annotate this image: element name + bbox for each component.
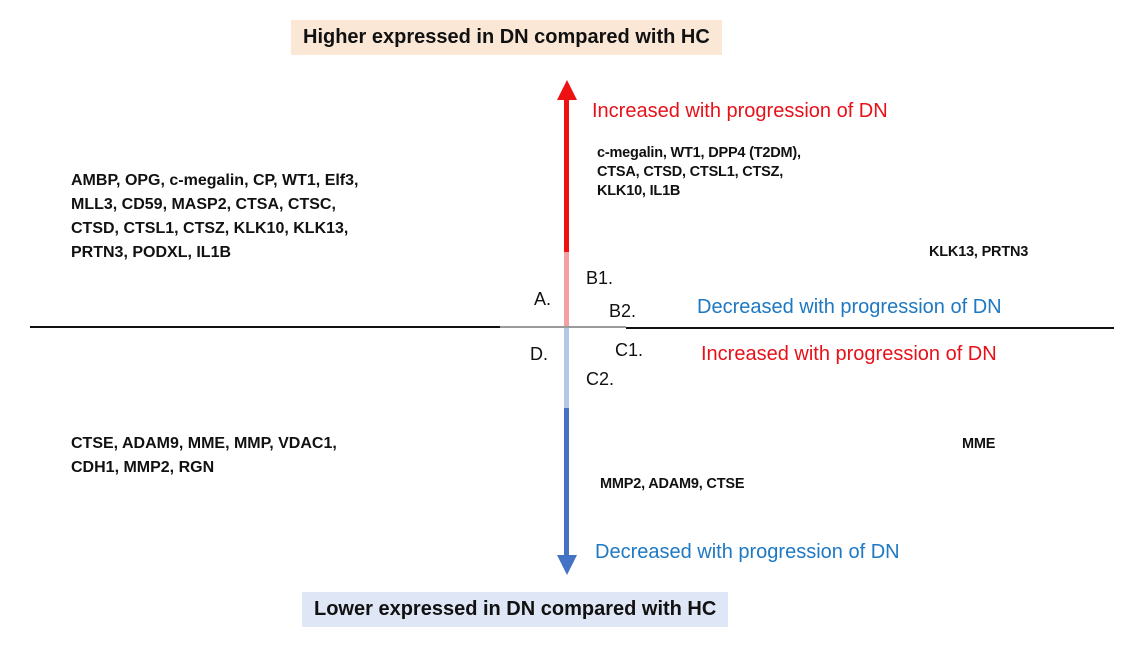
gene-list-a-higher: AMBP, OPG, c-megalin, CP, WT1, Elf3, MLL… xyxy=(71,169,358,265)
label-mid-decreased: Decreased with progression of DN xyxy=(697,296,1002,318)
arrow-down-light-segment xyxy=(564,328,569,408)
quadrant-marker-c1: C1. xyxy=(615,340,644,360)
gene-line: CTSD, CTSL1, CTSZ, KLK10, KLK13, xyxy=(71,220,349,237)
horizontal-axis-right xyxy=(626,327,1114,329)
gene-line: MLL3, CD59, MASP2, CTSA, CTSC, xyxy=(71,196,336,213)
gene-line: PRTN3, PODXL, IL1B xyxy=(71,244,232,261)
arrow-up-icon xyxy=(557,80,577,100)
gene-list-b2-decreased: KLK13, PRTN3 xyxy=(929,244,1029,260)
quadrant-marker-b1: B1. xyxy=(586,268,614,288)
quadrant-marker-c2: C2. xyxy=(586,369,615,389)
gene-line: c-megalin, WT1, DPP4 (T2DM), xyxy=(597,145,801,161)
gene-line: CDH1, MMP2, RGN xyxy=(71,459,215,476)
arrow-up-strong-segment xyxy=(564,98,569,252)
gene-list-d-lower: CTSE, ADAM9, MME, MMP, VDAC1, CDH1, MMP2… xyxy=(71,432,337,480)
label-bottom-decreased: Decreased with progression of DN xyxy=(595,541,900,563)
arrow-up-light-segment xyxy=(564,252,569,326)
arrow-down-strong-segment xyxy=(564,408,569,558)
quadrant-marker-d: D. xyxy=(530,344,548,364)
label-top-increased: Increased with progression of DN xyxy=(592,100,888,122)
horizontal-axis-left xyxy=(30,326,500,328)
gene-line: CTSA, CTSD, CTSL1, CTSZ, xyxy=(597,164,784,180)
gene-list-c2-decreased: MMP2, ADAM9, CTSE xyxy=(600,476,745,492)
quadrant-marker-b2: B2. xyxy=(609,301,637,321)
quadrant-marker-a: A. xyxy=(534,289,552,309)
higher-expressed-banner: Higher expressed in DN compared with HC xyxy=(291,20,722,55)
gene-line: AMBP, OPG, c-megalin, CP, WT1, Elf3, xyxy=(71,172,359,189)
label-mid-increased: Increased with progression of DN xyxy=(701,343,997,365)
arrow-down-icon xyxy=(557,555,577,575)
horizontal-axis-center xyxy=(500,326,626,328)
gene-list-c1-increased: MME xyxy=(962,436,996,452)
gene-list-b1-increased: c-megalin, WT1, DPP4 (T2DM), CTSA, CTSD,… xyxy=(597,144,801,201)
gene-line: KLK10, IL1B xyxy=(597,183,681,199)
lower-expressed-banner: Lower expressed in DN compared with HC xyxy=(302,592,729,627)
gene-line: CTSE, ADAM9, MME, MMP, VDAC1, xyxy=(71,435,337,452)
